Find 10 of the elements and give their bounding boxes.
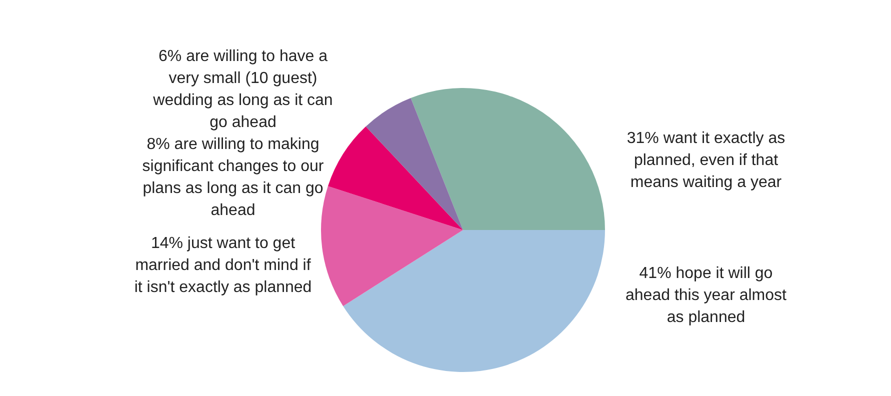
slice-label: 14% just want to get married and don't mind if it isn't exactly as planned bbox=[134, 235, 312, 296]
pie-slice bbox=[321, 186, 463, 306]
slice-label: 6% are willing to have a very small (10 guest) wedding as long as it can go ahead bbox=[152, 48, 333, 131]
slice-label: 31% want it exactly as planned, even if that means waiting a year bbox=[626, 130, 786, 191]
pie-slice bbox=[410, 88, 605, 230]
pie-slice bbox=[328, 126, 463, 230]
slice-label: 41% hope it will go ahead this year almost as planned bbox=[626, 265, 788, 326]
pie-slice bbox=[366, 98, 463, 230]
slice-label: 8% are willing to making significant changes to our plans as long as it can go ahead bbox=[142, 136, 324, 219]
pie-slice bbox=[343, 230, 605, 372]
